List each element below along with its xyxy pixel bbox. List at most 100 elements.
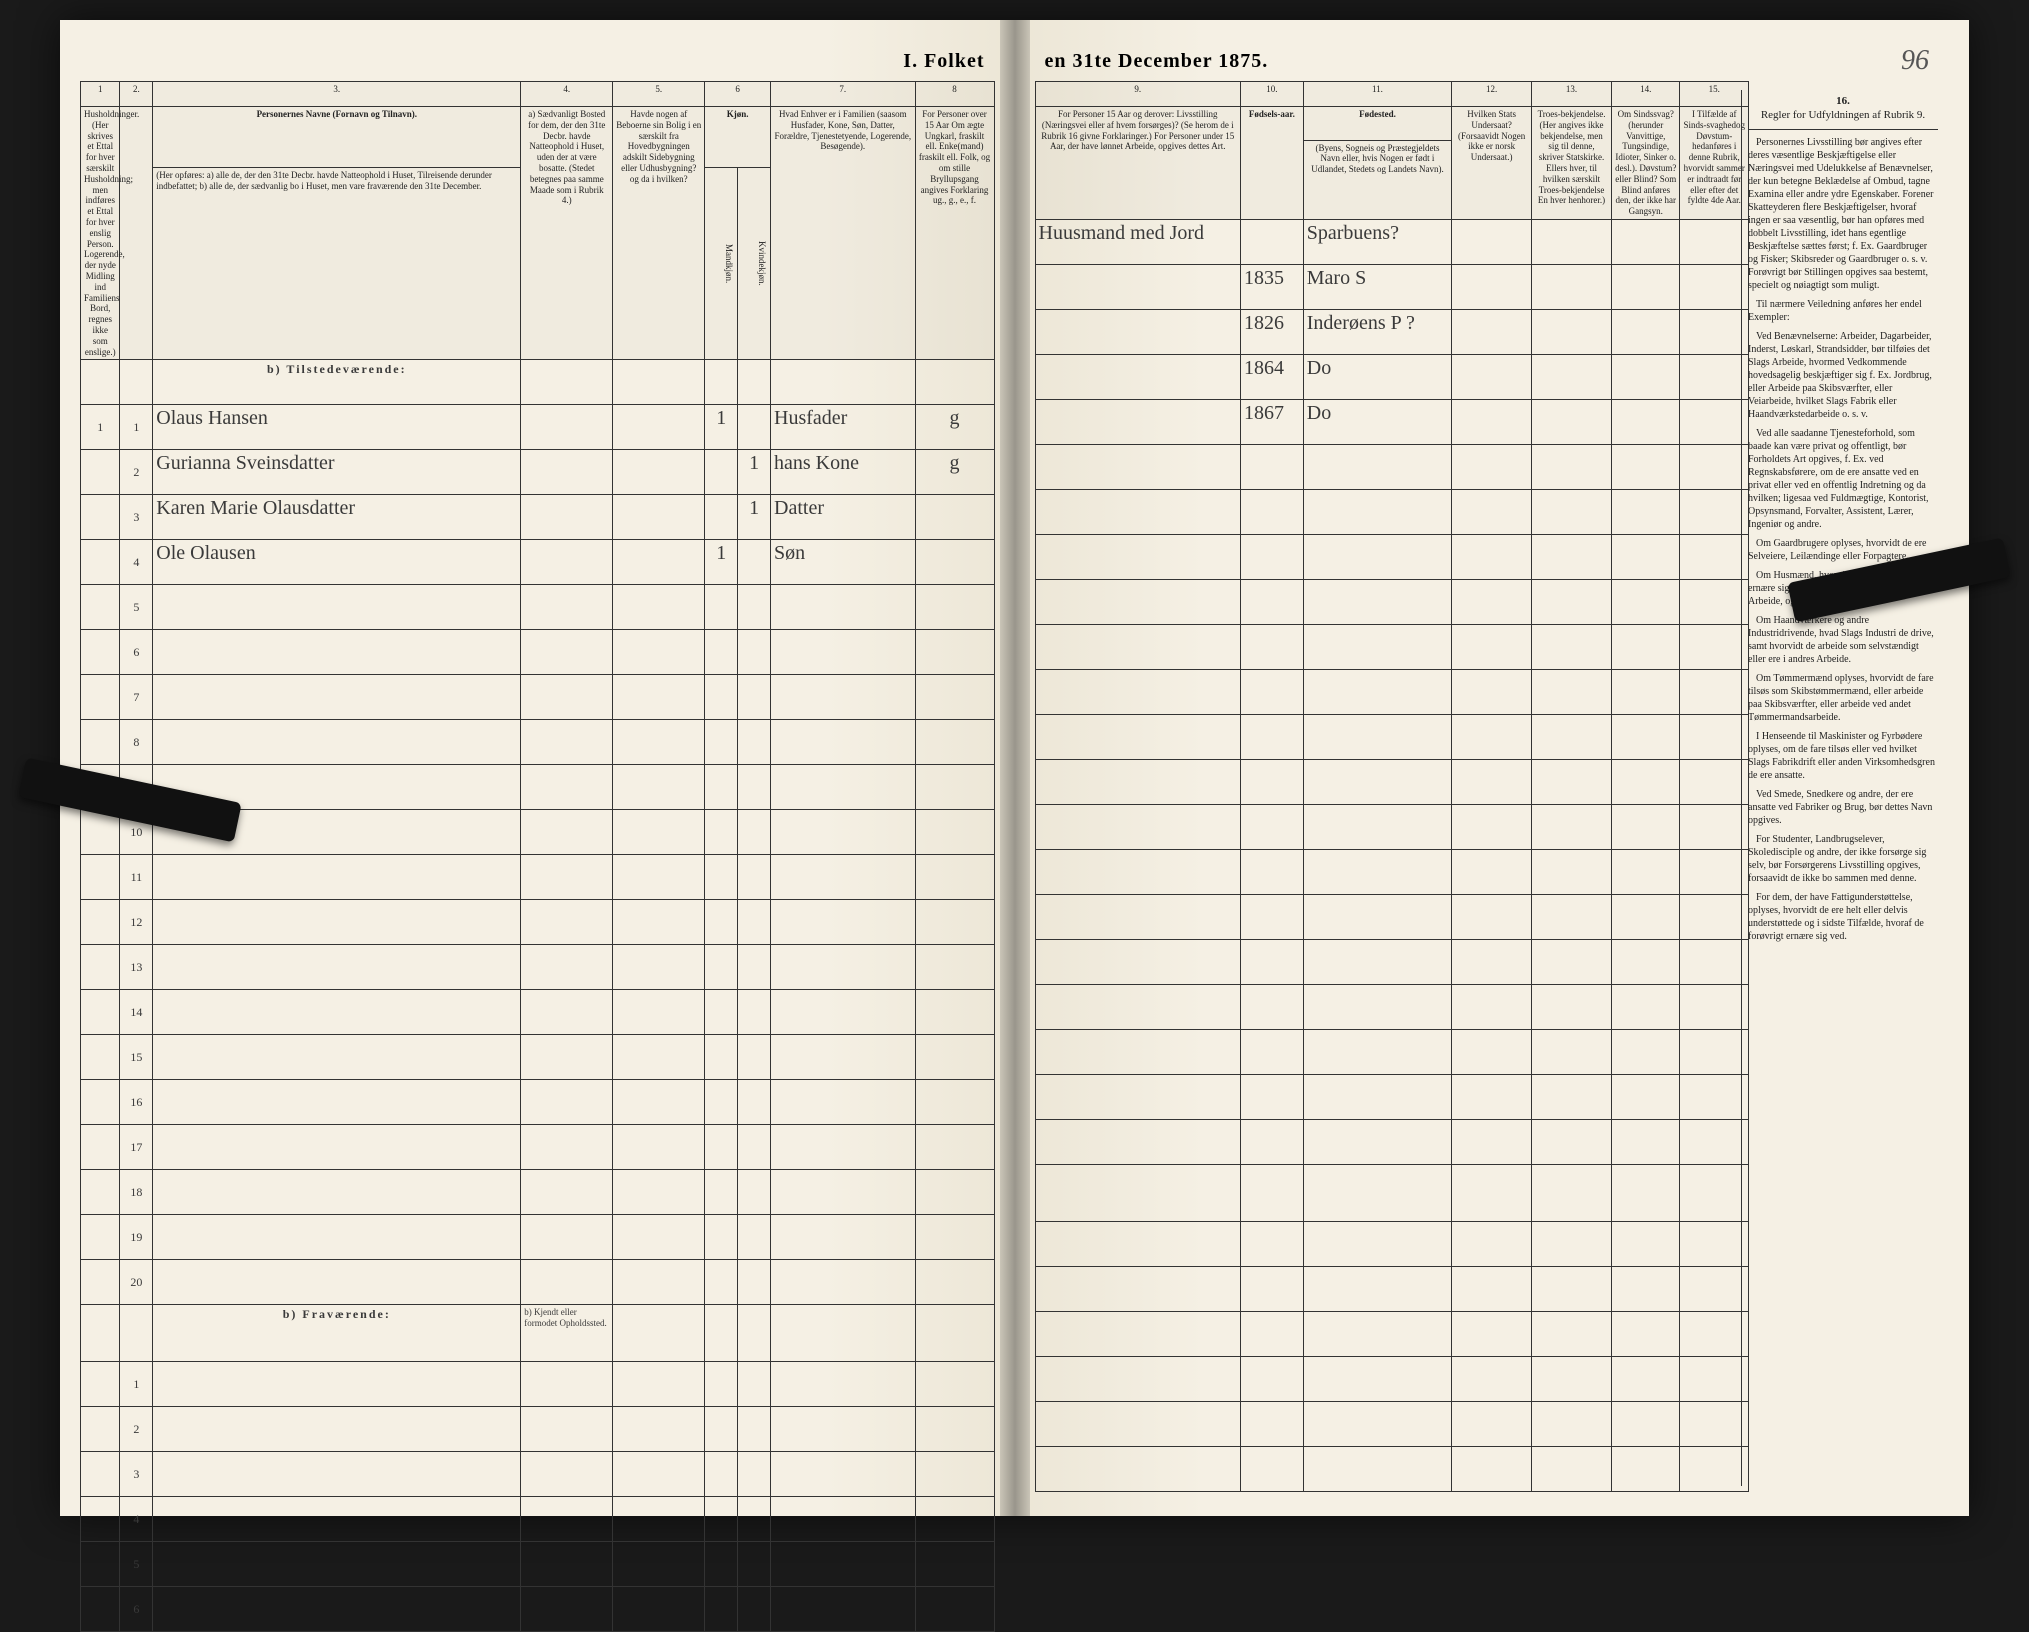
header-female: Kvindekjøn. xyxy=(738,168,771,360)
table-row: 2 Gurianna Sveinsdatter 1 hans Kone g xyxy=(81,450,995,495)
header-birthplace-sub: (Byens, Sogneis og Præstegjeldets Navn e… xyxy=(1303,140,1451,219)
cell-family: Søn xyxy=(771,540,916,585)
table-row: 2 xyxy=(81,1407,995,1452)
table-row: 18 xyxy=(81,1170,995,1215)
rules-paragraph: For dem, der have Fattigunderstøttelse, … xyxy=(1748,891,1938,943)
table-row xyxy=(1035,1221,1749,1266)
colnum-4: 4. xyxy=(521,82,613,107)
cell-year: 1864 xyxy=(1240,354,1303,399)
table-row: 5 xyxy=(81,1542,995,1587)
table-row: 6 xyxy=(81,1587,995,1632)
table-row xyxy=(1035,759,1749,804)
table-row xyxy=(1035,894,1749,939)
table-row xyxy=(1035,714,1749,759)
cell-place: Do xyxy=(1303,354,1451,399)
header-outbuilding: Havde nogen af Beboerne sin Bolig i en s… xyxy=(613,107,705,360)
absent-col4-label: b) Kjendt eller formodet Opholdssted. xyxy=(521,1305,613,1362)
header-citizenship: Hvilken Stats Undersaat? (Forsaavidt Nog… xyxy=(1452,107,1532,220)
table-row: 13 xyxy=(81,945,995,990)
rules-title: Regler for Udfyldningen af Rubrik 9. xyxy=(1748,108,1938,129)
page-number: 96 xyxy=(1901,45,1929,77)
cell-place: Inderøens P ? xyxy=(1303,309,1451,354)
table-row xyxy=(1035,984,1749,1029)
table-row: 11 Olaus Hansen 1 Husfader g xyxy=(81,405,995,450)
table-row: 4 xyxy=(81,1497,995,1542)
cell-year: 1835 xyxy=(1240,264,1303,309)
cell-name: Gurianna Sveinsdatter xyxy=(153,450,521,495)
table-row xyxy=(1035,1029,1749,1074)
section-absent: b) Fraværende: xyxy=(153,1305,521,1362)
census-table-left: 1 2. 3. 4. 5. 6 7. 8 Husholdninger. (Her… xyxy=(80,81,995,1632)
colnum-13: 13. xyxy=(1532,82,1612,107)
rules-paragraph: Om Tømmermænd oplyses, hvorvidt de fare … xyxy=(1748,672,1938,724)
rules-paragraph: Til nærmere Veiledning anføres her endel… xyxy=(1748,298,1938,324)
right-page: en 31te December 1875. 96 9. 10. 11. 12.… xyxy=(1015,20,1970,1516)
rules-paragraph: Om Haandværkere og andre Industridrivend… xyxy=(1748,614,1938,666)
table-row: 5 xyxy=(81,585,995,630)
book-spine xyxy=(1000,20,1030,1516)
cell-place: Do xyxy=(1303,399,1451,444)
header-onset: I Tilfælde af Sinds-svaghedog Døvstum-he… xyxy=(1680,107,1749,220)
table-row: 19 xyxy=(81,1215,995,1260)
rules-paragraph: Ved Benævnelserne: Arbeider, Dagarbeider… xyxy=(1748,330,1938,421)
census-table-right: 9. 10. 11. 12. 13. 14. 15. For Personer … xyxy=(1035,81,1750,1492)
table-row: 14 xyxy=(81,990,995,1035)
census-book: I. Folket 1 2. 3. 4. 5. 6 7. 8 Hushold xyxy=(60,20,1969,1516)
table-row: 8 xyxy=(81,720,995,765)
rules-paragraph: Personernes Livsstilling bør angives eft… xyxy=(1748,136,1938,292)
header-person-no xyxy=(120,107,153,360)
table-row: 7 xyxy=(81,675,995,720)
header-sex-title: Kjøn. xyxy=(705,107,771,168)
cell-family: Husfader xyxy=(771,405,916,450)
table-row: 15 xyxy=(81,1035,995,1080)
cell-birthplace-header: Sparbuens? xyxy=(1303,219,1451,264)
left-page: I. Folket 1 2. 3. 4. 5. 6 7. 8 Hushold xyxy=(60,20,1015,1516)
rules-column: 16. Regler for Udfyldningen af Rubrik 9.… xyxy=(1741,90,1944,1486)
table-row: 6 xyxy=(81,630,995,675)
colnum-3: 3. xyxy=(153,82,521,107)
page-title-right: en 31te December 1875. xyxy=(1035,50,1950,73)
header-family-pos: Hvad Enhver er i Familien (saasom Husfad… xyxy=(771,107,916,360)
table-row xyxy=(1035,1356,1749,1401)
header-condition: Om Sindssvag? (herunder Vanvittige, Tung… xyxy=(1611,107,1679,220)
header-birthyear: Fødsels-aar. xyxy=(1240,107,1303,220)
rules-text: Personernes Livsstilling bør angives eft… xyxy=(1748,136,1938,943)
table-row: 11 xyxy=(81,855,995,900)
table-row xyxy=(1035,534,1749,579)
header-residence: a) Sædvanligt Bosted for dem, der den 31… xyxy=(521,107,613,360)
table-row xyxy=(1035,489,1749,534)
table-row xyxy=(1035,669,1749,714)
section-present: b) Tilstedeværende: xyxy=(153,360,521,405)
table-row: 17 xyxy=(81,1125,995,1170)
colnum-6: 6 xyxy=(705,82,771,107)
table-row: 1867 Do xyxy=(1035,399,1749,444)
cell-name: Olaus Hansen xyxy=(153,405,521,450)
rules-paragraph: Ved alle saadanne Tjenesteforhold, som b… xyxy=(1748,427,1938,531)
colnum-15: 15. xyxy=(1680,82,1749,107)
table-row xyxy=(1035,1074,1749,1119)
table-row xyxy=(1035,1311,1749,1356)
cell-place: Maro S xyxy=(1303,264,1451,309)
colnum-14: 14. xyxy=(1611,82,1679,107)
header-names-sub: (Her opføres: a) alle de, der den 31te D… xyxy=(153,168,521,360)
colnum-11: 11. xyxy=(1303,82,1451,107)
table-row xyxy=(1035,579,1749,624)
colnum-5: 5. xyxy=(613,82,705,107)
table-row: 12 xyxy=(81,900,995,945)
colnum-16: 16. xyxy=(1748,94,1938,108)
table-row: 16 xyxy=(81,1080,995,1125)
table-row: 1864 Do xyxy=(1035,354,1749,399)
table-row xyxy=(1035,1119,1749,1164)
colnum-1: 1 xyxy=(81,82,120,107)
rules-paragraph: I Henseende til Maskinister og Fyrbødere… xyxy=(1748,730,1938,782)
header-households: Husholdninger. (Her skrives et Ettal for… xyxy=(81,107,120,360)
page-title-left: I. Folket xyxy=(80,50,995,73)
header-occupation: For Personer 15 Aar og derover: Livsstil… xyxy=(1035,107,1240,220)
cell-occupation-header: Huusmand med Jord xyxy=(1035,219,1240,264)
table-row xyxy=(1035,849,1749,894)
header-names-title: Personernes Navne (Fornavn og Tilnavn). xyxy=(153,107,521,168)
table-row xyxy=(1035,624,1749,669)
header-male: Mandkjøn. xyxy=(705,168,738,360)
table-row: 20 xyxy=(81,1260,995,1305)
cell-name: Ole Olausen xyxy=(153,540,521,585)
